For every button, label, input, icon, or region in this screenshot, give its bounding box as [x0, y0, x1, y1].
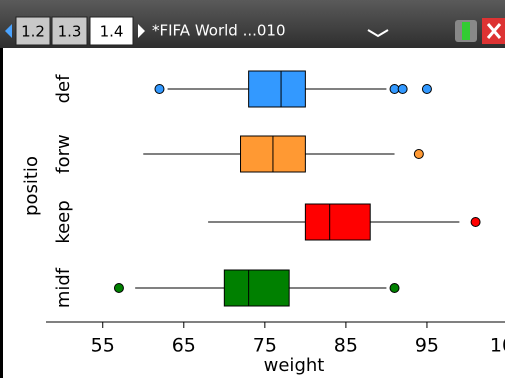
box: [304, 203, 371, 241]
tab-label: 1.3: [58, 23, 82, 41]
box: [223, 269, 290, 307]
battery-icon: [455, 20, 477, 42]
category-label: midf: [53, 267, 74, 308]
tab-label: 1.2: [21, 23, 45, 41]
outlier: [389, 283, 400, 293]
category-label: forw: [53, 134, 74, 173]
tab[interactable]: [89, 16, 134, 46]
next-arrow[interactable]: [138, 24, 145, 38]
tab[interactable]: [51, 16, 88, 46]
category-label: def: [53, 74, 74, 104]
x-axis-label: weight: [264, 355, 325, 376]
x-tick-label: 105: [490, 335, 505, 357]
outlier: [421, 84, 432, 94]
document-title: *FIFA World ...010: [152, 22, 286, 40]
tab-label: 1.4: [100, 23, 124, 41]
outlier: [113, 283, 124, 293]
plot: 55 65 75 85 95 105 weight positio def forw keep mid…: [21, 70, 505, 376]
x-tick-label: 85: [334, 335, 358, 357]
outlier: [413, 149, 424, 159]
outlier: [154, 84, 165, 94]
prev-arrow[interactable]: [5, 24, 12, 38]
x-tick-label: 75: [253, 335, 277, 357]
x-tick-label: 65: [172, 335, 196, 357]
outlier: [397, 84, 408, 94]
box: [248, 70, 306, 108]
outlier: [470, 217, 481, 227]
left-border: [0, 48, 3, 378]
tabs: 1.2 1.3 1.4: [15, 16, 134, 46]
tab[interactable]: [15, 16, 51, 46]
x-tick-label: 55: [91, 335, 115, 357]
dropdown[interactable]: [367, 29, 389, 38]
close-button[interactable]: [482, 18, 505, 44]
category-label: keep: [53, 200, 74, 243]
x-tick-label: 95: [415, 335, 439, 357]
y-axis-label: positio: [21, 156, 42, 216]
